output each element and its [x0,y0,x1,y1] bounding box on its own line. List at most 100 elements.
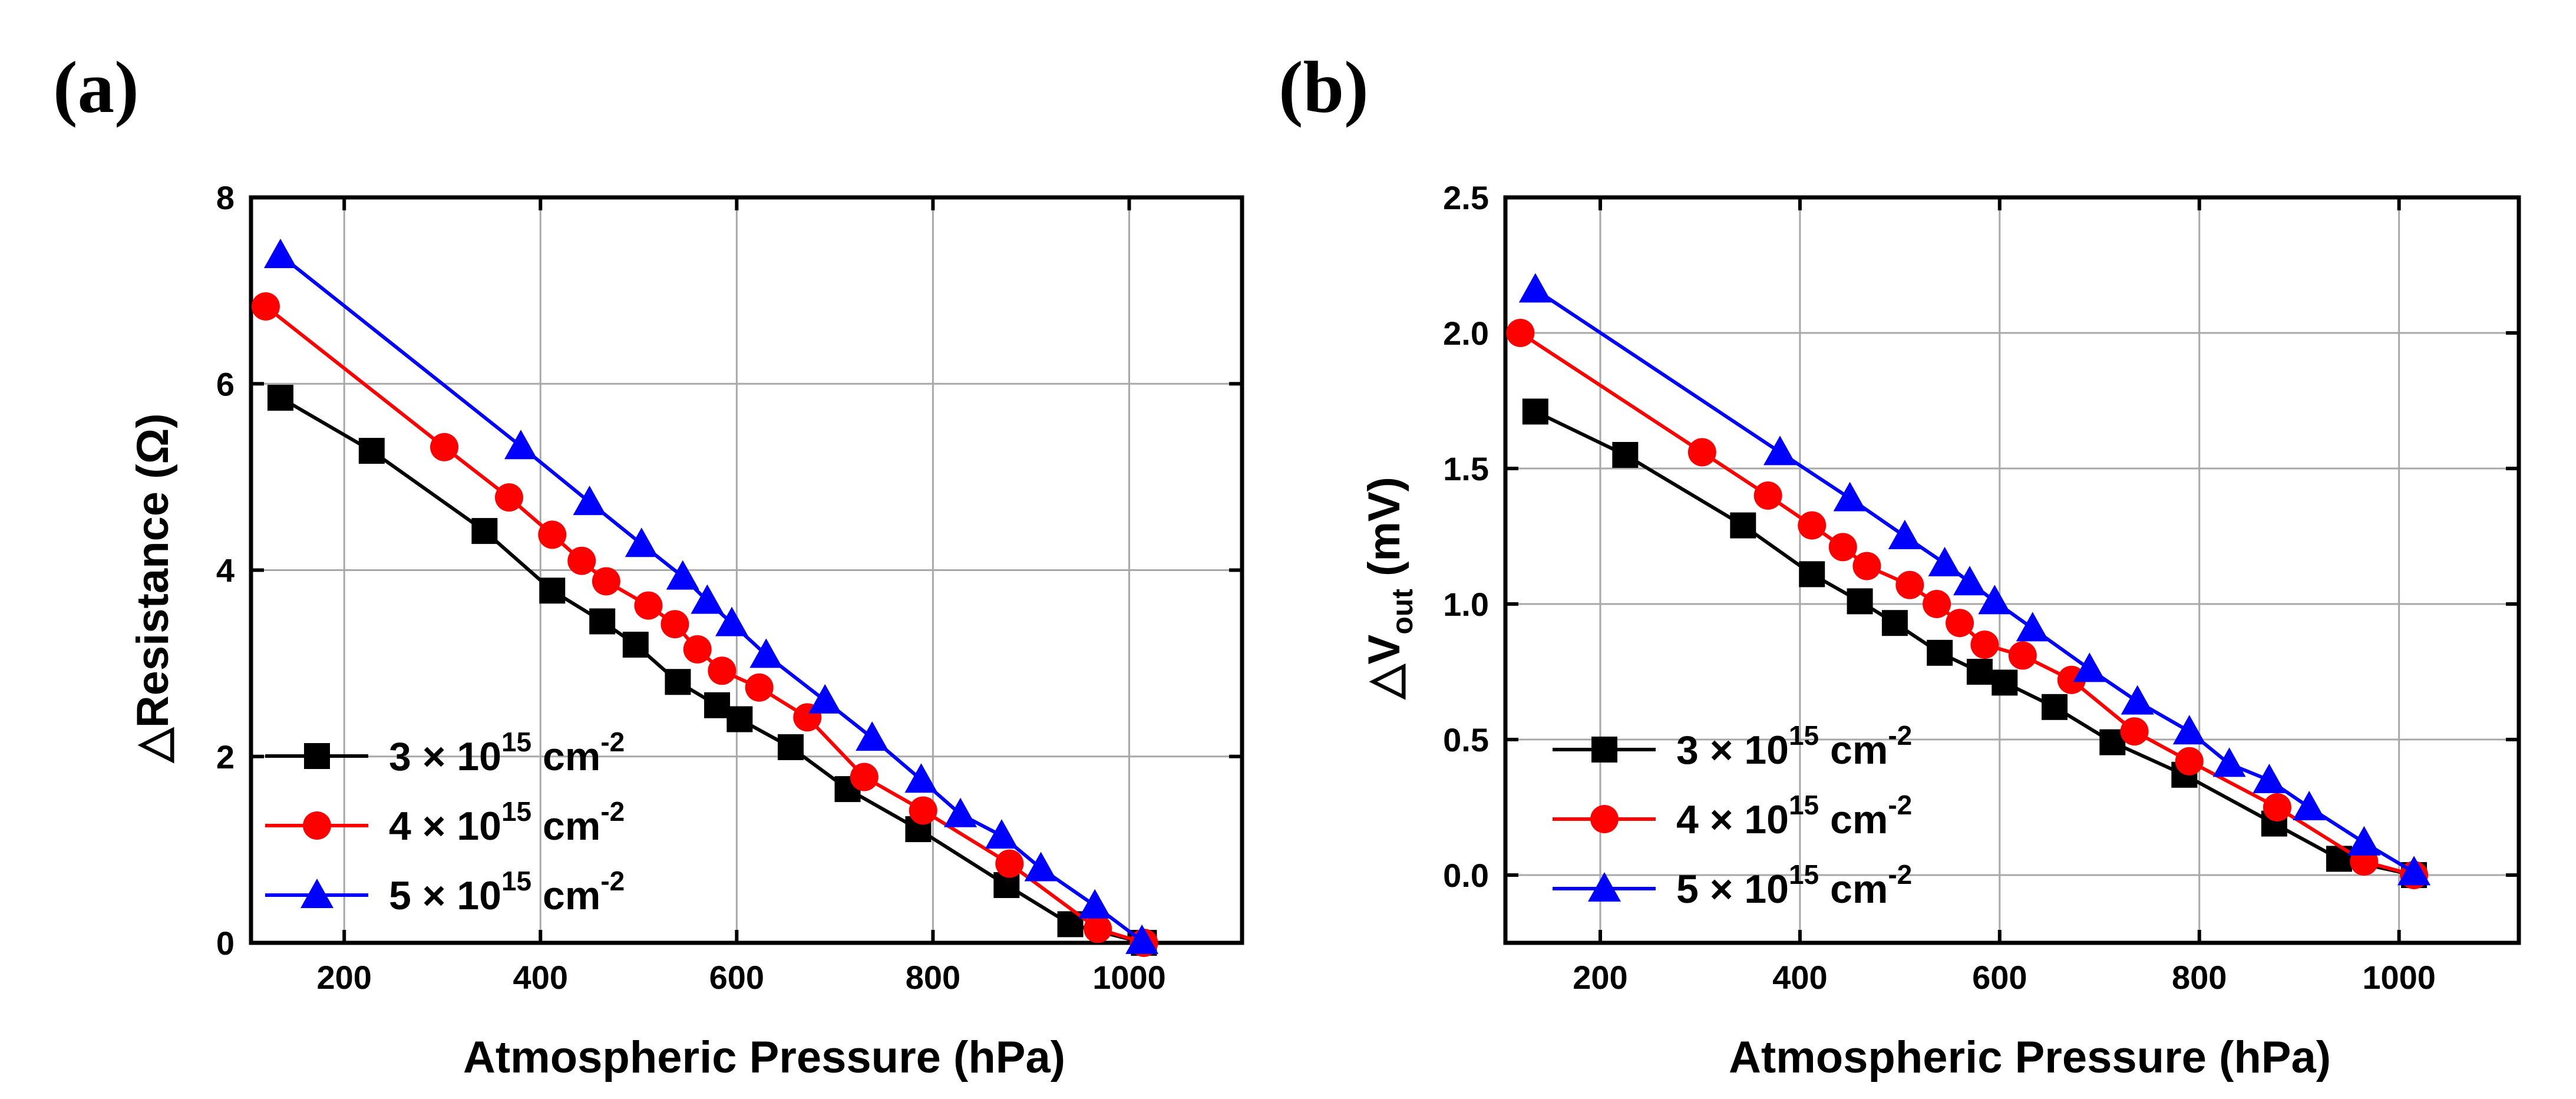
legend-label-exponent: 15 [1789,859,1819,890]
data-point [749,638,783,668]
x-tick-label: 200 [1573,959,1627,996]
legend-marker [304,743,330,769]
legend-entry: 3 × 1015 cm-2 [1553,720,1912,773]
x-tick-label: 800 [906,959,960,996]
data-point [1953,566,1986,596]
legend-label-exponent: 15 [1789,720,1819,751]
y-tick-label: 1.5 [1443,450,1489,487]
data-point [704,692,731,718]
legend-label-unit-exponent: -2 [1888,720,1912,751]
data-point [1078,889,1112,919]
series-circle [251,292,1158,957]
data-point [660,610,689,639]
data-point [2042,694,2068,720]
data-point [471,518,498,544]
data-point [504,430,537,460]
data-point [1828,533,1857,562]
data-point [1888,520,1921,549]
data-point [2008,641,2037,670]
data-point [1730,512,1756,539]
data-point [2175,747,2204,775]
legend-label-unit: cm [1819,867,1888,912]
y-axis-label-prefix: △V [1359,634,1409,699]
data-point [1612,442,1639,468]
data-point [1895,570,1924,599]
legend-label-base: 5 × 10 [389,873,501,918]
legend-label-unit: cm [531,873,600,918]
data-point [1946,609,1974,638]
data-point [2212,747,2246,777]
legend-entry: 4 × 1015 cm-2 [1553,790,1912,842]
series-line [1534,288,2415,874]
y-tick-label: 6 [216,365,235,402]
y-tick-label: 0 [216,925,235,962]
y-tick-label: 8 [216,179,235,216]
x-tick-label: 600 [709,959,764,996]
data-point [1852,552,1881,580]
y-tick-label: 4 [216,552,235,589]
data-point [1799,561,1825,588]
data-point [589,608,616,635]
y-tick-label: 2.0 [1443,315,1489,352]
data-point [358,438,385,464]
data-point [1024,852,1058,882]
x-axis-label: Atmospheric Pressure (hPa) [463,1032,1065,1083]
series-line [279,253,1143,943]
legend-label-base: 5 × 10 [1676,867,1789,912]
data-point [1881,610,1908,636]
legend-label-unit-exponent: -2 [1888,790,1912,820]
legend-label: 3 × 1015 cm-2 [389,727,625,779]
y-axis-label: △Resistance (Ω) [128,413,178,763]
data-point [539,577,566,604]
legend-label-unit: cm [531,734,600,779]
legend-label-unit-exponent: -2 [1888,859,1912,890]
x-tick-label: 800 [2172,959,2227,996]
y-axis-label-suffix: (mV) [1359,477,1409,589]
data-point [2073,652,2106,682]
data-point [1798,511,1827,540]
legend-label: 5 × 1015 cm-2 [1676,859,1912,912]
data-point [666,560,699,590]
legend-entry: 3 × 1015 cm-2 [265,727,625,779]
data-point [494,483,523,512]
data-point [263,239,297,269]
data-point [856,721,889,751]
data-point [808,684,842,714]
data-point [985,819,1018,849]
data-point [850,763,879,791]
panel-label: (a) [53,47,139,128]
legend-marker [300,879,333,908]
legend-label: 4 × 1015 cm-2 [389,796,625,849]
data-point [2120,717,2149,746]
data-point [1506,319,1535,347]
data-point [708,656,737,685]
data-point [1966,659,1993,685]
data-point [1763,435,1797,466]
data-point [995,849,1024,878]
y-axis-label-subscript: out [1386,589,1419,635]
chart-panel-b: (b) 200 400 600 800 1000 0.0 0.5 1.0 1.5 2.0 2.5 Atm… [1279,47,2521,1083]
legend-entry: 5 × 1015 cm-2 [1553,859,1912,912]
series-triangle [1518,273,2431,886]
y-tick-label: 2.5 [1443,179,1489,216]
y-tick-label: 2 [216,738,235,775]
series-triangle [263,239,1159,954]
legend-label-exponent: 15 [501,796,531,827]
legend-label: 5 × 1015 cm-2 [389,866,625,918]
data-point [573,486,606,516]
x-tick-label: 600 [1972,959,2027,996]
data-point [2253,764,2286,793]
data-point [1125,924,1159,954]
data-point [2293,791,2326,820]
x-tick-label: 400 [1772,959,1827,996]
data-point [909,796,937,825]
legend-label-base: 3 × 10 [1676,728,1789,773]
legend-label-exponent: 15 [501,727,531,757]
y-tick-label: 1.0 [1443,586,1489,623]
legend-label-unit: cm [531,804,600,849]
data-point [622,632,649,658]
data-point [2347,826,2381,856]
legend-label: 3 × 1015 cm-2 [1676,720,1912,773]
data-point [2263,793,2291,821]
